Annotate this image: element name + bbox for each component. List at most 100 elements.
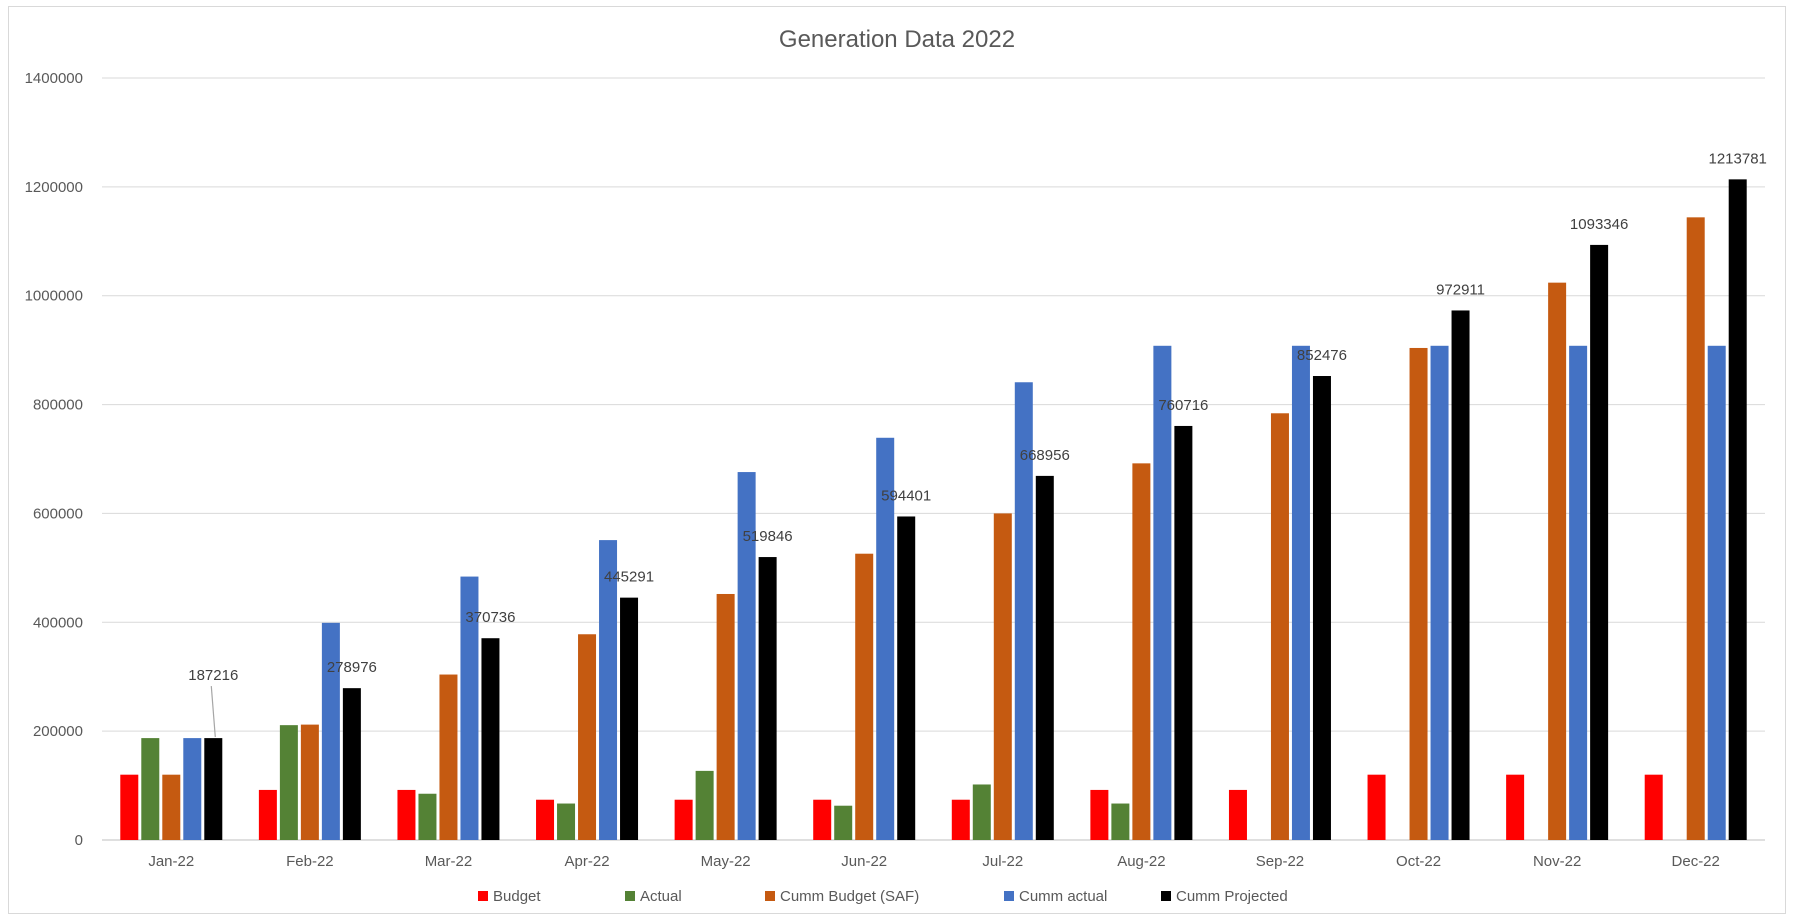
bar [557,803,576,840]
bar [674,799,693,840]
data-label: 594401 [881,487,931,504]
legend-swatch [765,891,775,901]
chart-title: Generation Data 2022 [779,26,1015,53]
bar [120,774,139,840]
bar [342,688,361,840]
data-label: 445291 [604,569,654,586]
bar [834,805,853,840]
bar [279,725,298,840]
bar [1430,345,1449,840]
bar [460,576,479,840]
legend-swatch [625,891,635,901]
bar [1451,310,1470,840]
bar [1291,345,1310,840]
data-label: 760716 [1158,397,1208,414]
legend-swatch [478,891,488,901]
x-tick-label: Mar-22 [425,853,473,870]
y-tick-label: 400000 [33,614,83,631]
x-tick-label: Feb-22 [286,853,334,870]
bar [1174,425,1193,840]
x-tick-label: Jul-22 [982,853,1023,870]
bar [439,674,458,840]
bar [1132,463,1151,840]
bar [972,784,991,840]
bar [813,799,832,840]
legend-swatch [1161,891,1171,901]
y-tick-label: 1400000 [25,70,83,87]
legend-label: Budget [493,888,541,905]
bar [876,437,895,840]
data-label: 187216 [188,667,238,684]
legend-label: Cumm Budget (SAF) [780,888,919,905]
bar [1111,803,1130,840]
bar [183,738,202,840]
bar [204,738,223,840]
bar [1153,345,1172,840]
bar [1686,217,1705,840]
data-label: 1093346 [1570,216,1628,233]
bar [258,789,277,840]
y-tick-label: 800000 [33,397,83,414]
gridlines [102,77,1765,841]
data-label: 370736 [465,609,515,626]
bar [758,557,777,840]
bar [1014,382,1033,840]
bar [1090,789,1109,840]
data-label: 519846 [743,528,793,545]
bar [1569,345,1588,840]
bar [1644,774,1663,840]
bar [599,540,618,840]
bar [397,789,416,840]
y-tick-label: 1200000 [25,179,83,196]
x-tick-label: May-22 [701,853,751,870]
bar [1367,774,1386,840]
data-label: 972911 [1436,281,1485,298]
y-tick-label: 600000 [33,505,83,522]
x-tick-label: Aug-22 [1117,853,1165,870]
data-label: 1213781 [1709,150,1767,167]
bar [620,597,639,840]
bar [1590,244,1609,840]
bar [897,516,916,840]
bar [578,634,597,840]
y-tick-label: 0 [75,832,83,849]
bar [1707,345,1726,840]
bar [481,638,500,840]
legend-label: Cumm actual [1019,888,1107,905]
x-axis: Jan-22 Feb-22 Mar-22 Apr-22 May-22 Jun-22 Jul-… [148,853,1720,870]
bar [951,799,970,840]
bar [993,513,1012,840]
legend-label: Actual [640,888,682,905]
x-tick-label: Oct-22 [1396,853,1441,870]
bar [1506,774,1525,840]
y-tick-label: 200000 [33,723,83,740]
x-tick-label: Jun-22 [841,853,887,870]
leader-line [210,686,216,738]
x-tick-label: Apr-22 [565,853,610,870]
bar [536,799,555,840]
y-axis: 0 200000 400000 600000 800000 1000000 1200000 1… [25,70,83,849]
bar [855,553,874,840]
legend: Budget Actual Cumm Budget (SAF) Cumm actual… [478,888,1288,905]
legend-swatch [1004,891,1014,901]
y-tick-label: 1000000 [25,288,83,305]
x-tick-label: Dec-22 [1672,853,1720,870]
legend-label: Cumm Projected [1176,888,1288,905]
x-tick-label: Sep-22 [1256,853,1304,870]
bar [162,774,181,840]
data-label: 852476 [1297,347,1347,364]
bar [300,724,319,840]
bar [141,738,160,840]
bar [1409,347,1428,840]
bar [1548,282,1567,840]
bar [1228,789,1247,840]
bar [737,472,756,840]
bar [1728,179,1747,841]
bar [321,622,340,840]
bars [120,179,1747,841]
data-label: 278976 [327,659,377,676]
data-label: 668956 [1020,447,1070,464]
data-labels: 187216 278976 370736 445291 519846 594401 6689… [188,150,1767,738]
bar [695,770,714,840]
